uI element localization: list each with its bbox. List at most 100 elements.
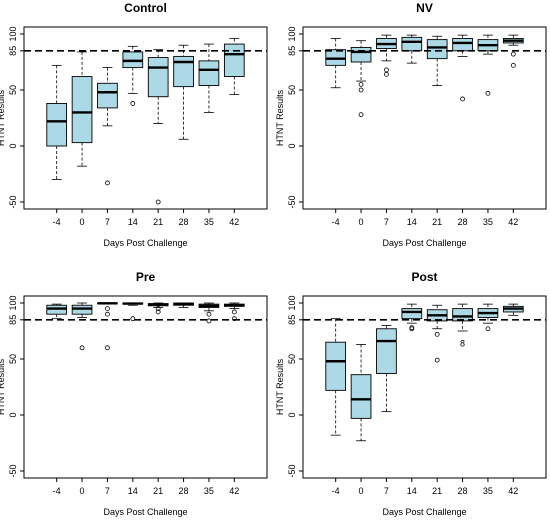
x-tick-label: 35 [204,217,214,227]
y-tick-label: 100 [287,26,297,41]
iqr-box [376,328,397,375]
box-7 [376,324,397,413]
x-tick-label: 0 [359,217,364,227]
box-14 [122,45,144,106]
y-axis-label: HTNT Results [275,358,285,415]
y-tick-label: 85 [8,315,18,325]
x-tick-label: -4 [53,217,61,227]
y-tick-label: 0 [8,143,18,148]
box-14 [401,303,423,332]
x-tick-label: -4 [332,486,340,496]
x-axis-label: Days Post Challenge [103,238,187,248]
x-tick-label: 21 [432,486,442,496]
box-7 [376,34,397,77]
x-tick-label: 35 [483,486,493,496]
x-tick-label: 0 [80,486,85,496]
box--4 [325,38,347,89]
x-tick-label: -4 [53,486,61,496]
chart-title: NV [416,1,433,15]
y-axis-label: HTNT Results [0,89,6,146]
x-tick-label: 7 [384,486,389,496]
outlier-point [155,309,161,315]
box-28 [173,44,194,140]
y-tick-label: -50 [8,464,18,477]
x-tick-label: 0 [80,217,85,227]
y-axis-label: HTNT Results [0,358,6,415]
outlier-point [409,325,415,331]
y-tick-label: -50 [287,195,297,208]
outlier-point [358,82,364,87]
chart-title: Control [124,1,167,15]
outlier-point [206,318,212,324]
iqr-box [350,46,372,63]
outlier-point [105,180,110,186]
box-21 [147,302,169,315]
y-tick-label: 50 [8,85,18,95]
x-tick-label: 28 [458,217,468,227]
outlier-point [460,96,465,102]
x-tick-label: 14 [407,486,417,496]
outlier-point [510,51,516,57]
y-tick-label: 85 [287,315,297,325]
box-28 [452,34,473,102]
box-42 [502,34,524,68]
y-tick-label: 100 [8,26,18,41]
outlier-point [105,306,110,312]
box-35 [477,34,499,96]
iqr-box [452,308,473,322]
x-tick-label: 0 [359,486,364,496]
y-tick-label: 0 [8,412,18,417]
x-axis-label: Days Post Challenge [382,507,466,517]
plot-frame [302,295,547,479]
x-axis-label: Days Post Challenge [103,507,187,517]
iqr-box [401,36,423,52]
x-tick-label: 42 [229,217,239,227]
x-axis-label: Days Post Challenge [382,238,466,248]
y-tick-label: 100 [8,295,18,310]
outlier-point [358,112,364,118]
outlier-point [130,101,136,106]
iqr-box [173,55,194,88]
y-tick-label: 85 [8,46,18,56]
outlier-point [485,326,491,332]
iqr-box [452,38,473,52]
iqr-box [223,43,245,78]
box-0 [71,51,93,167]
box--4 [46,303,68,320]
x-tick-label: 7 [105,486,110,496]
outlier-point [105,345,110,351]
outlier-point [358,87,364,93]
outlier-point [485,90,491,96]
y-tick-label: 50 [8,354,18,364]
outlier-point [434,331,440,337]
box-35 [477,303,499,332]
y-tick-label: 0 [287,412,297,417]
box-0 [350,40,372,118]
y-tick-label: -50 [8,195,18,208]
chart-panel-nv: NV -50 0 50 85 100 HTNT Results -4 0 7 14 21 28 35 42 D… [275,1,547,248]
x-tick-label: 42 [508,217,518,227]
x-tick-label: 14 [407,217,417,227]
iqr-box [46,102,68,147]
outlier-point [510,62,516,68]
box--4 [325,318,347,436]
outlier-point [384,67,389,73]
box-0 [71,302,93,351]
x-tick-label: 21 [432,217,442,227]
box-21 [147,49,169,205]
iqr-box [325,341,347,391]
outlier-point [79,345,85,351]
x-tick-label: 7 [105,217,110,227]
chart-panel-control: Control -50 0 50 85 100 HTNT Results -4 0 7 14 21 28… [0,1,268,248]
iqr-box [198,60,220,86]
box-0 [350,344,372,442]
x-tick-label: 28 [179,217,189,227]
x-tick-label: 7 [384,217,389,227]
iqr-box [350,374,372,419]
outlier-point [206,311,212,317]
outlier-point [434,357,440,363]
box-21 [426,304,448,363]
box-7 [97,67,118,186]
y-tick-label: 50 [287,354,297,364]
plot-frame [23,295,268,479]
